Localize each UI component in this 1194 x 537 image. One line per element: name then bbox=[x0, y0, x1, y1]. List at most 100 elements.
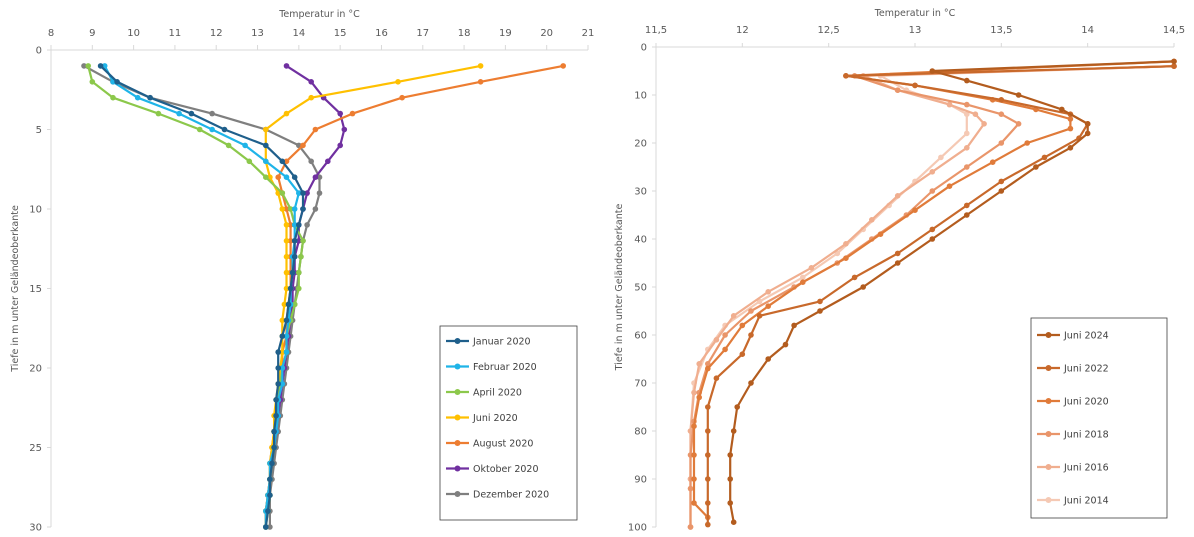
y-tick-label: 90 bbox=[634, 475, 647, 486]
data-point bbox=[271, 428, 277, 435]
data-point bbox=[1084, 130, 1091, 137]
series-januar-2020 bbox=[97, 63, 306, 530]
data-point bbox=[929, 226, 936, 233]
legend-label: August 2020 bbox=[473, 439, 533, 450]
data-point bbox=[705, 361, 711, 367]
legend: Januar 2020 Februar 2020 April 2020 Juni 20… bbox=[439, 325, 578, 521]
data-point bbox=[691, 500, 697, 506]
data-point bbox=[998, 97, 1005, 103]
data-point bbox=[279, 365, 286, 371]
data-point bbox=[964, 101, 970, 108]
legend-label: Juni 2016 bbox=[1063, 463, 1109, 474]
series-juni-2024 bbox=[727, 58, 1177, 525]
legend-swatch-marker bbox=[454, 338, 461, 344]
data-point bbox=[691, 389, 697, 396]
series-line bbox=[83, 64, 321, 527]
data-point bbox=[283, 110, 290, 117]
data-point bbox=[964, 164, 970, 170]
data-point bbox=[1171, 63, 1177, 69]
data-point bbox=[287, 285, 294, 292]
data-point bbox=[287, 238, 294, 244]
data-point bbox=[300, 190, 306, 196]
legend-swatch-marker bbox=[1045, 332, 1052, 338]
x-tick-label: 14,5 bbox=[1163, 25, 1185, 36]
y-tick-label: 15 bbox=[29, 284, 42, 295]
data-point bbox=[283, 317, 290, 324]
data-point bbox=[696, 394, 702, 401]
x-tick-label: 17 bbox=[416, 28, 429, 39]
data-point bbox=[399, 94, 405, 101]
data-point bbox=[97, 63, 104, 69]
data-point bbox=[134, 94, 141, 101]
data-point bbox=[989, 159, 996, 165]
legend-swatch-marker bbox=[1045, 464, 1052, 470]
data-point bbox=[110, 94, 116, 101]
series-line bbox=[99, 65, 305, 528]
x-tick-label: 14 bbox=[1081, 25, 1094, 36]
data-point bbox=[964, 145, 970, 151]
data-point bbox=[279, 333, 286, 340]
data-point bbox=[246, 158, 253, 165]
x-tick-label: 11,5 bbox=[645, 25, 667, 36]
legend-label: Juni 2020 bbox=[1063, 397, 1109, 408]
data-point bbox=[275, 365, 282, 371]
data-point bbox=[972, 111, 979, 117]
legend-label: Juni 2018 bbox=[1063, 430, 1109, 441]
data-point bbox=[287, 206, 294, 212]
data-point bbox=[269, 460, 275, 467]
x-axis-title: Temperatur in °C bbox=[874, 8, 956, 19]
data-point bbox=[289, 269, 296, 276]
data-point bbox=[964, 202, 970, 209]
data-point bbox=[263, 142, 269, 149]
x-tick-label: 9 bbox=[89, 28, 95, 39]
data-point bbox=[727, 476, 733, 482]
data-point bbox=[705, 500, 711, 506]
data-point bbox=[800, 279, 806, 286]
y-tick-label: 50 bbox=[634, 283, 647, 294]
y-tick-label: 25 bbox=[29, 443, 42, 454]
x-tick-label: 13 bbox=[251, 28, 264, 39]
data-point bbox=[705, 404, 711, 410]
y-tick-label: 30 bbox=[634, 187, 647, 198]
y-tick-label: 20 bbox=[29, 364, 42, 375]
data-point bbox=[843, 255, 849, 261]
legend-label: Oktober 2020 bbox=[473, 464, 539, 475]
data-point bbox=[267, 476, 273, 483]
data-point bbox=[713, 375, 720, 382]
legend-swatch-marker bbox=[1045, 398, 1052, 404]
legend-label: Februar 2020 bbox=[473, 362, 537, 373]
data-point bbox=[1171, 58, 1177, 65]
data-point bbox=[283, 174, 290, 180]
data-point bbox=[894, 260, 901, 266]
data-point bbox=[312, 174, 319, 180]
data-point bbox=[312, 126, 319, 133]
data-point bbox=[727, 452, 733, 458]
data-point bbox=[283, 238, 290, 244]
data-point bbox=[691, 452, 697, 458]
data-point bbox=[705, 521, 711, 528]
data-point bbox=[739, 351, 746, 358]
legend-label: April 2020 bbox=[473, 388, 522, 399]
series-line bbox=[706, 65, 1175, 525]
data-point bbox=[291, 206, 298, 212]
data-point bbox=[273, 412, 279, 419]
data-point bbox=[395, 79, 401, 85]
data-point bbox=[722, 346, 728, 353]
data-point bbox=[808, 265, 815, 271]
x-tick-label: 8 bbox=[48, 28, 54, 39]
y-tick-label: 80 bbox=[634, 427, 647, 438]
data-point bbox=[929, 188, 936, 194]
data-point bbox=[705, 452, 711, 458]
data-point bbox=[296, 222, 302, 228]
data-point bbox=[114, 79, 120, 85]
data-point bbox=[300, 142, 306, 149]
data-point bbox=[730, 313, 737, 319]
data-point bbox=[691, 423, 697, 430]
data-point bbox=[275, 349, 282, 355]
data-point bbox=[998, 111, 1005, 117]
data-point bbox=[89, 79, 96, 85]
data-point bbox=[337, 110, 344, 117]
data-point bbox=[765, 289, 771, 295]
y-tick-label: 10 bbox=[29, 205, 42, 216]
data-point bbox=[713, 337, 720, 343]
